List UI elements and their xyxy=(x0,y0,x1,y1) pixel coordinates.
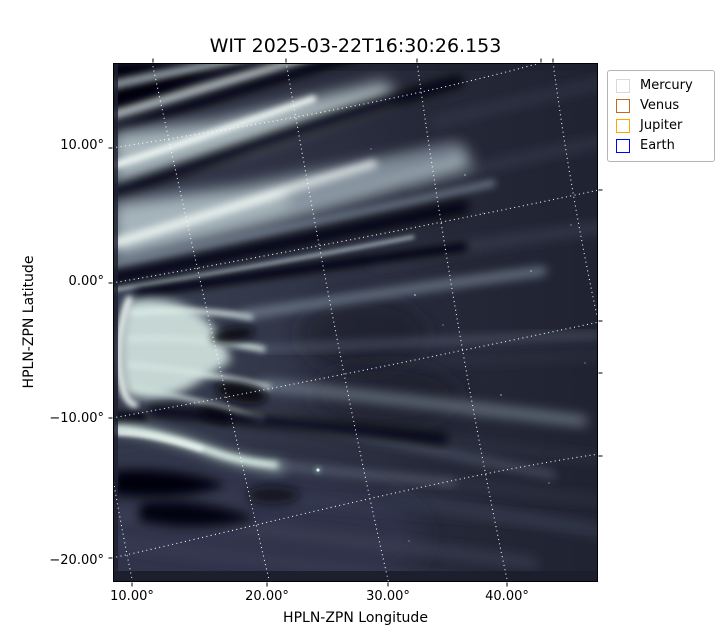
x-tick-label: 30.00° xyxy=(366,589,410,604)
legend-label: Jupiter xyxy=(640,118,683,133)
y-axis-label: HPLN-ZPN Latitude xyxy=(21,255,37,389)
axes-frame xyxy=(113,63,598,582)
streamers-group xyxy=(113,63,598,582)
axis-ticks xyxy=(108,58,603,587)
legend-item-mercury: Mercury xyxy=(616,76,706,96)
plot-title: WIT 2025-03-22T16:30:26.153 xyxy=(209,35,502,57)
x-axis-label: HPLN-ZPN Longitude xyxy=(283,610,428,626)
jupiter-marker-icon xyxy=(616,119,630,133)
plot-area xyxy=(108,58,603,587)
y-tick-label: −10.00° xyxy=(49,411,104,426)
earth-marker-icon xyxy=(616,139,630,153)
legend: Mercury Venus Jupiter Earth xyxy=(607,70,715,162)
x-tick-label: 20.00° xyxy=(245,589,289,604)
mercury-marker-icon xyxy=(616,79,630,93)
legend-item-jupiter: Jupiter xyxy=(616,116,706,136)
x-tick-label: 40.00° xyxy=(485,589,529,604)
grid-overlay xyxy=(113,63,598,582)
legend-label: Mercury xyxy=(640,78,693,93)
legend-item-earth: Earth xyxy=(616,136,706,156)
legend-label: Earth xyxy=(640,138,675,153)
y-tick-label: 0.00° xyxy=(68,274,104,289)
venus-marker-icon xyxy=(616,99,630,113)
y-tick-label: −20.00° xyxy=(49,553,104,568)
coronal-image xyxy=(108,58,603,587)
legend-item-venus: Venus xyxy=(616,96,706,116)
y-tick-label: 10.00° xyxy=(60,138,104,153)
legend-label: Venus xyxy=(640,98,680,113)
x-tick-label: 10.00° xyxy=(110,589,154,604)
